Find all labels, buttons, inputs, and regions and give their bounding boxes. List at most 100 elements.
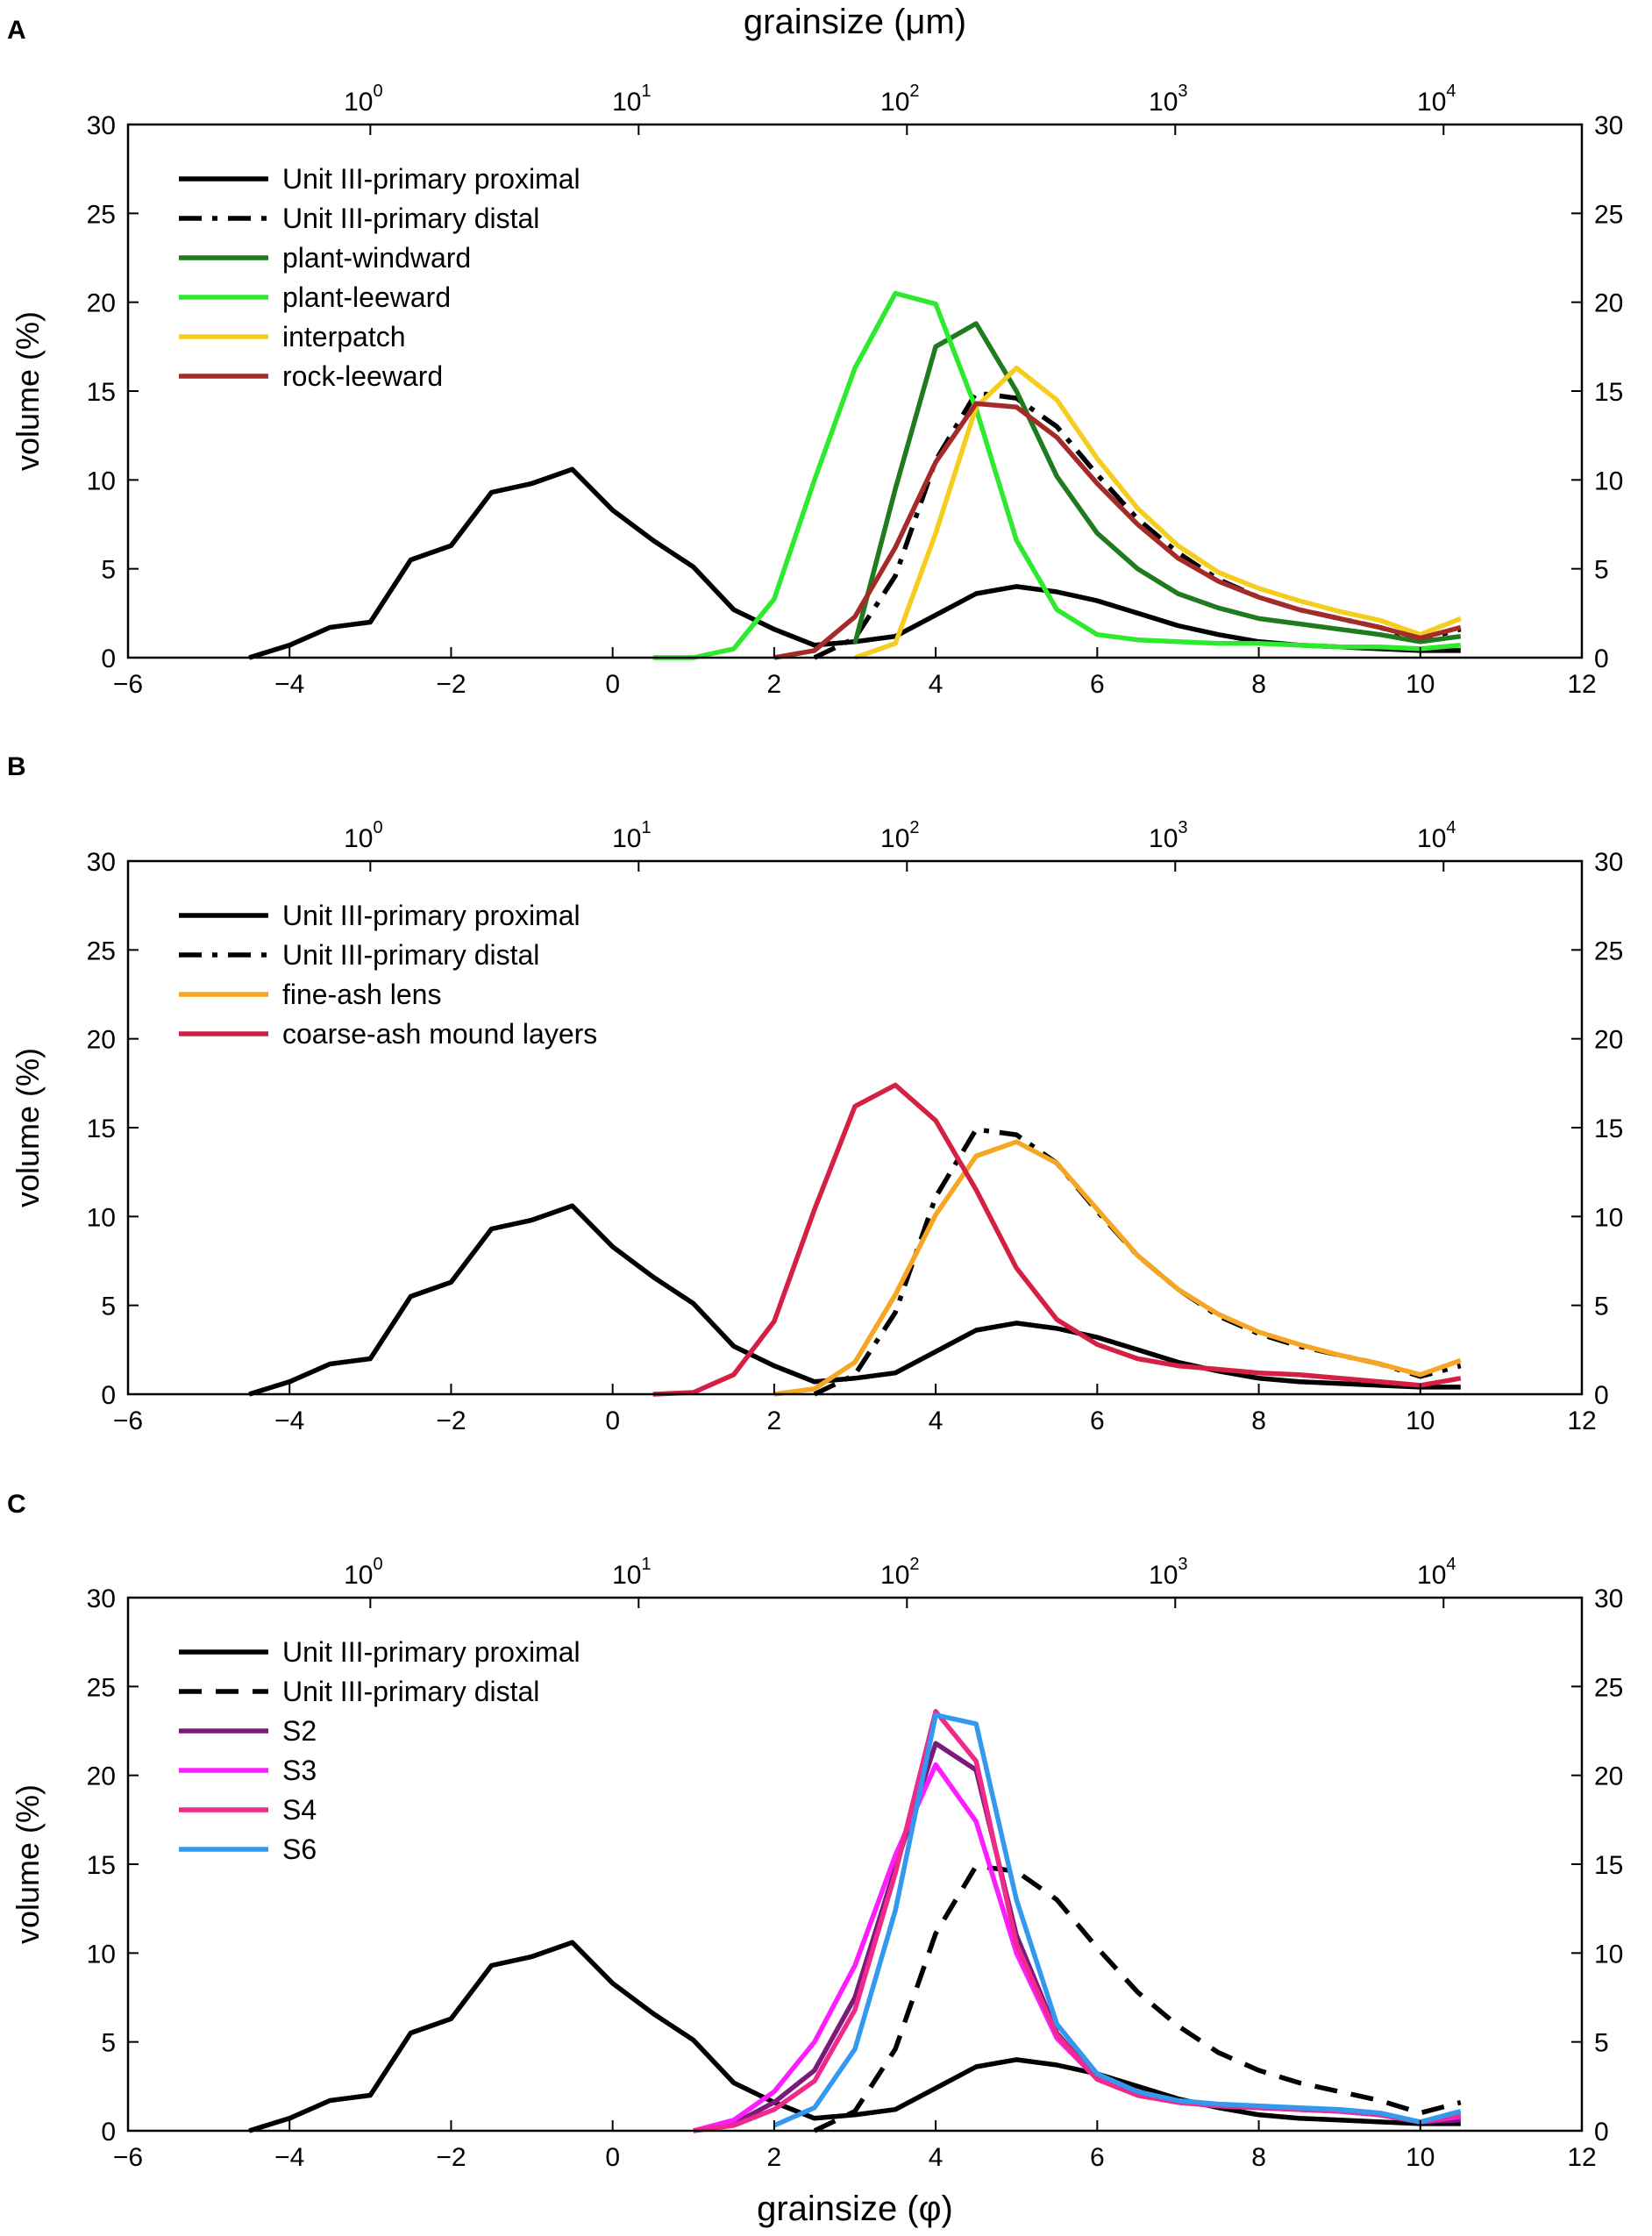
y-axis-title: volume (%) bbox=[10, 311, 46, 471]
series-line-3 bbox=[693, 1741, 1461, 2133]
y-tick-label-right: 0 bbox=[1594, 1381, 1609, 1410]
x-tick-label: 0 bbox=[605, 1406, 620, 1435]
series-line-6 bbox=[773, 401, 1462, 660]
y-tick-label-left: 10 bbox=[87, 1203, 116, 1232]
y-tick-label-right: 25 bbox=[1594, 936, 1623, 965]
y-tick-label-right: 20 bbox=[1594, 1762, 1623, 1791]
y-tick-label-right: 25 bbox=[1594, 1673, 1623, 1702]
top-tick-label: 100 bbox=[344, 82, 383, 117]
top-tick-label: 104 bbox=[1417, 1555, 1456, 1590]
y-tick-label-left: 15 bbox=[87, 1114, 116, 1143]
y-tick-label-left: 15 bbox=[87, 378, 116, 407]
legend-label-6: rock-leeward bbox=[282, 360, 443, 392]
x-tick-label: 4 bbox=[929, 2143, 943, 2172]
y-tick-label-left: 0 bbox=[101, 2118, 116, 2147]
y-tick-label-right: 30 bbox=[1594, 1584, 1623, 1613]
top-tick-label: 101 bbox=[612, 818, 652, 853]
panel-label: A bbox=[7, 16, 26, 45]
legend-label-2: Unit III-primary distal bbox=[282, 203, 539, 234]
y-tick-label-right: 5 bbox=[1594, 2029, 1609, 2058]
legend-label-1: Unit III-primary proximal bbox=[282, 163, 580, 195]
legend-label-4: S3 bbox=[282, 1755, 317, 1786]
x-tick-label: 10 bbox=[1406, 2143, 1435, 2172]
series-lines bbox=[248, 1708, 1462, 2133]
top-tick-label: 103 bbox=[1149, 818, 1188, 853]
x-tick-label: 8 bbox=[1251, 670, 1266, 699]
legend-label-5: S4 bbox=[282, 1794, 317, 1826]
x-tick-label: 0 bbox=[605, 2143, 620, 2172]
series-line-2 bbox=[813, 1127, 1462, 1397]
x-tick-label: 6 bbox=[1090, 2143, 1105, 2172]
panel-label: C bbox=[7, 1490, 26, 1519]
y-tick-label-right: 20 bbox=[1594, 1026, 1623, 1055]
x-tick-label: −2 bbox=[436, 670, 466, 699]
x-tick-label: 10 bbox=[1406, 670, 1435, 699]
series-line-1 bbox=[248, 466, 1461, 660]
y-tick-label-right: 20 bbox=[1594, 289, 1623, 318]
legend: Unit III-primary proximal Unit III-primar… bbox=[179, 1636, 580, 1865]
top-tick-label: 101 bbox=[612, 82, 652, 117]
y-tick-label-right: 30 bbox=[1594, 111, 1623, 140]
legend-label-6: S6 bbox=[282, 1834, 317, 1865]
y-tick-label-left: 10 bbox=[87, 1940, 116, 1969]
x-tick-label: 6 bbox=[1090, 1406, 1105, 1435]
legend-label-3: S2 bbox=[282, 1715, 317, 1747]
top-tick-label: 101 bbox=[612, 1555, 652, 1590]
y-tick-label-right: 5 bbox=[1594, 556, 1609, 585]
x-tick-label: −6 bbox=[113, 1406, 143, 1435]
legend: Unit III-primary proximal Unit III-primar… bbox=[179, 900, 597, 1050]
legend-label-5: interpatch bbox=[282, 321, 406, 352]
x-tick-label: −4 bbox=[274, 1406, 304, 1435]
y-tick-label-right: 15 bbox=[1594, 1851, 1623, 1880]
series-line-5 bbox=[854, 365, 1462, 660]
y-tick-label-left: 30 bbox=[87, 1584, 116, 1613]
y-tick-label-left: 0 bbox=[101, 644, 116, 673]
x-tick-label: 12 bbox=[1567, 2143, 1596, 2172]
y-tick-label-left: 20 bbox=[87, 1026, 116, 1055]
x-tick-label: 2 bbox=[767, 2143, 782, 2172]
y-axis-title: volume (%) bbox=[10, 1048, 46, 1207]
legend-label-4: coarse-ash mound layers bbox=[282, 1018, 597, 1050]
legend-label-1: Unit III-primary proximal bbox=[282, 1636, 580, 1668]
series-lines bbox=[248, 1082, 1462, 1397]
top-tick-label: 100 bbox=[344, 1555, 383, 1590]
series-line-2 bbox=[813, 390, 1462, 660]
y-tick-label-right: 15 bbox=[1594, 1114, 1623, 1143]
y-tick-label-right: 10 bbox=[1594, 466, 1623, 495]
x-tick-label: 8 bbox=[1251, 2143, 1266, 2172]
x-tick-label: 0 bbox=[605, 670, 620, 699]
x-tick-label: 4 bbox=[929, 670, 943, 699]
top-tick-label: 102 bbox=[880, 1555, 920, 1590]
y-tick-label-right: 0 bbox=[1594, 644, 1609, 673]
series-line-6 bbox=[773, 1713, 1462, 2128]
y-tick-label-right: 25 bbox=[1594, 200, 1623, 229]
top-tick-label: 100 bbox=[344, 818, 383, 853]
series-line-1 bbox=[248, 1203, 1461, 1397]
x-tick-label: 12 bbox=[1567, 670, 1596, 699]
top-axis-title: grainsize (μm) bbox=[744, 3, 966, 41]
x-tick-label: −6 bbox=[113, 670, 143, 699]
legend-label-2: Unit III-primary distal bbox=[282, 939, 539, 971]
x-tick-label: 4 bbox=[929, 1406, 943, 1435]
y-tick-label-left: 30 bbox=[87, 111, 116, 140]
y-tick-label-left: 0 bbox=[101, 1381, 116, 1410]
y-tick-label-right: 10 bbox=[1594, 1940, 1623, 1969]
top-tick-label: 103 bbox=[1149, 1555, 1188, 1590]
series-line-4 bbox=[652, 290, 1462, 660]
top-tick-label: 102 bbox=[880, 818, 920, 853]
panel-label: B bbox=[7, 752, 26, 781]
y-tick-label-left: 20 bbox=[87, 289, 116, 318]
y-tick-label-right: 30 bbox=[1594, 848, 1623, 877]
x-tick-label: −4 bbox=[274, 2143, 304, 2172]
x-tick-label: 2 bbox=[767, 1406, 782, 1435]
series-line-2 bbox=[813, 1863, 1462, 2133]
x-tick-label: −2 bbox=[436, 2143, 466, 2172]
y-axis-title: volume (%) bbox=[10, 1784, 46, 1944]
y-tick-label-right: 0 bbox=[1594, 2118, 1609, 2147]
top-tick-label: 104 bbox=[1417, 82, 1456, 117]
series-line-3 bbox=[773, 1139, 1462, 1397]
top-tick-label: 103 bbox=[1149, 82, 1188, 117]
x-tick-label: 2 bbox=[767, 670, 782, 699]
